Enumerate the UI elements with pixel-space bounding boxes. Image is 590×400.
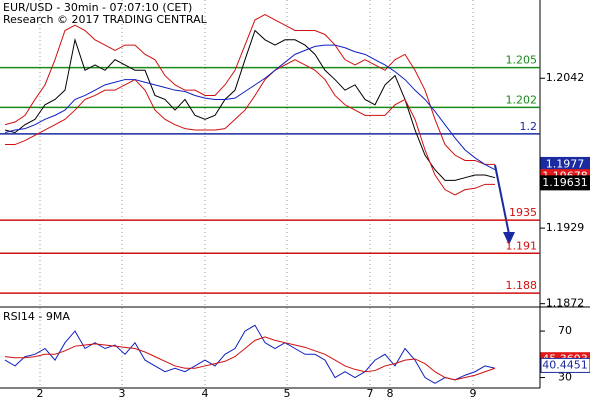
x-tick-label: 9 <box>470 387 477 400</box>
x-tick-label: 3 <box>119 387 126 400</box>
level-label: 1.2 <box>520 120 538 133</box>
x-tick-label: 2 <box>37 387 44 400</box>
chart-subtitle: Research © 2017 TRADING CENTRAL <box>3 13 208 26</box>
x-tick-label: 5 <box>284 387 291 400</box>
forecast-arrow <box>494 164 510 235</box>
x-tick-label: 8 <box>387 387 394 400</box>
series-line <box>4 29 496 181</box>
value-tag <box>540 357 590 373</box>
value-tag-label: 1.19631 <box>542 176 588 189</box>
rsi-title: RSI14 - 9MA <box>3 310 70 323</box>
series-line <box>4 14 495 165</box>
y-tick-label: 1.1929 <box>546 221 585 234</box>
series-line <box>4 324 496 384</box>
y-tick-label: 70 <box>558 324 572 337</box>
level-label: 1.191 <box>506 239 538 252</box>
level-label: 1.188 <box>506 279 538 292</box>
series-line <box>4 44 496 171</box>
forecast-arrow-head <box>503 232 515 245</box>
level-label: 1.205 <box>506 54 538 67</box>
series-line <box>5 59 495 196</box>
value-tag <box>540 175 590 191</box>
series-line <box>4 336 496 381</box>
plot-background <box>0 0 540 388</box>
y-tick-label: 1.2042 <box>546 71 585 84</box>
level-label: 1.202 <box>506 93 538 106</box>
value-tag-label: 40.4451 <box>542 358 588 371</box>
y-tick-label: 30 <box>558 371 572 384</box>
x-tick-label: 7 <box>367 387 374 400</box>
chart-title: EUR/USD - 30min - 07:07:10 (CET) <box>3 1 192 14</box>
level-label: 1935 <box>509 206 537 219</box>
y-tick-label: 1.1872 <box>546 297 585 310</box>
value-tag-label: 1.1977 <box>546 157 585 170</box>
x-tick-label: 4 <box>202 387 209 400</box>
